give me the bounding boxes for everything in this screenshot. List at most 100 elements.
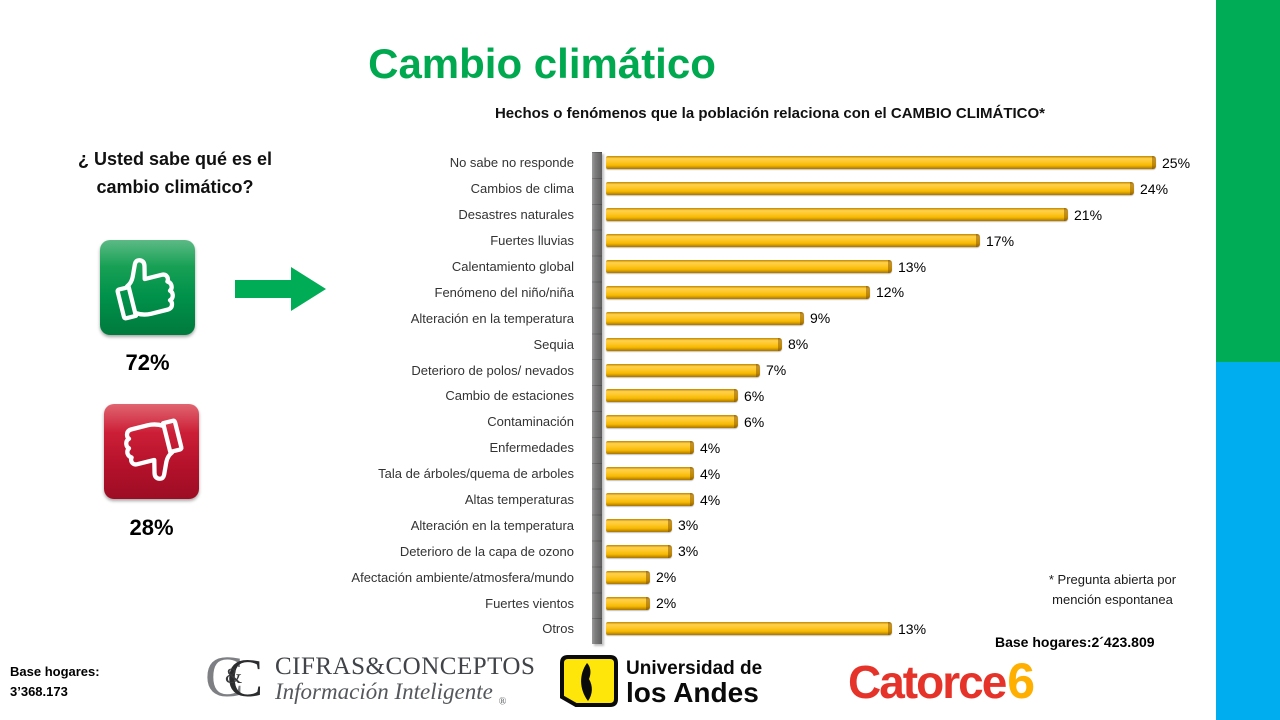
chart-bar-row: Altas temperaturas 4%: [320, 487, 1200, 513]
chart-bar-row: Fuertes lluvias 17%: [320, 228, 1200, 254]
bar: [606, 389, 738, 403]
cifras-logo-text: CIFRAS&CONCEPTOS Información Inteligente…: [275, 654, 535, 708]
cifras-tagline: Información Inteligente ®: [275, 679, 535, 708]
category-label: Desastres naturales: [458, 207, 574, 223]
bar: [606, 234, 980, 248]
bar: [606, 544, 672, 558]
category-label: Calentamiento global: [451, 259, 574, 274]
value-label: 6%: [744, 387, 765, 404]
registered-mark: ®: [498, 696, 507, 708]
category-label: Alteración en la temperatura: [410, 517, 574, 533]
chart-bar-row: Cambios de clima 24%: [320, 176, 1200, 202]
chart-bar-row: Calentamiento global 13%: [320, 254, 1200, 280]
bar-chart: No sabe no responde 25% Cambios de clima 24…: [320, 150, 1200, 646]
chart-bar-row: Otros 13%: [320, 616, 1200, 642]
chart-plot: No sabe no responde 25% Cambios de clima 24…: [320, 150, 1200, 642]
value-label: 9%: [810, 310, 831, 327]
bar: [606, 467, 694, 481]
cifras-tagline-text: Información Inteligente: [275, 679, 493, 705]
category-label: Alteración en la temperatura: [410, 310, 574, 326]
uniandes-line2: los Andes: [626, 676, 759, 708]
green-arrow-icon: [235, 266, 327, 317]
category-label: Deterioro de polos/ nevados: [411, 362, 574, 378]
question-text: ¿ Usted sabe qué es el cambio climático?: [77, 149, 273, 197]
cifras-monogram-icon: C C &: [205, 644, 267, 711]
category-label: Afectación ambiente/atmosfera/mundo: [351, 569, 574, 585]
category-label: Sequia: [533, 336, 574, 352]
monogram-c-gray: C: [205, 644, 244, 709]
category-label: Fuertes vientos: [485, 595, 574, 611]
monogram-ampersand: &: [225, 663, 243, 688]
category-label: No sabe no responde: [449, 155, 574, 171]
uniandes-logo: Universidad de los Andes: [560, 652, 835, 714]
base-hogares-right: Base hogares:2´423.809: [995, 634, 1155, 650]
value-label: 17%: [986, 232, 1015, 249]
value-label: 12%: [876, 284, 905, 301]
value-label: 4%: [700, 465, 721, 482]
bar: [606, 311, 804, 325]
edge-bar-green: [1216, 0, 1280, 362]
chart-bar-row: Sequia 8%: [320, 331, 1200, 357]
page-title: Cambio climático: [368, 40, 716, 87]
category-label: Cambios de clima: [470, 181, 574, 197]
value-label: 2%: [656, 595, 677, 612]
catorce-word: Catorce: [848, 656, 1007, 708]
category-label: Tala de árboles/quema de arboles: [378, 466, 574, 482]
thumbs-up-icon: [100, 240, 195, 335]
base-hogares-left: Base hogares: 3’368.173: [10, 664, 100, 699]
open-question-footnote: * Pregunta abierta por mención espontane…: [1048, 572, 1177, 607]
value-label: 21%: [1074, 206, 1103, 223]
bar: [606, 596, 650, 610]
value-label: 7%: [766, 362, 787, 379]
chart-bar-row: Alteración en la temperatura 9%: [320, 305, 1200, 331]
category-label: Altas temperaturas: [464, 492, 574, 508]
thumbs-down-icon: [104, 404, 199, 499]
uniandes-line1: Universidad de: [626, 658, 763, 680]
bar: [606, 337, 782, 351]
value-label: 13%: [898, 258, 927, 275]
chart-bar-row: No sabe no responde 25%: [320, 150, 1200, 176]
edge-bar-blue: [1216, 362, 1280, 720]
cifras-name: CIFRAS&CONCEPTOS: [275, 653, 536, 681]
chart-bar-row: Desastres naturales 21%: [320, 202, 1200, 228]
value-label: 24%: [1140, 180, 1169, 197]
category-label: Fuertes lluvias: [490, 233, 574, 249]
category-label: Contaminación: [487, 414, 574, 430]
chart-bar-row: Afectación ambiente/atmosfera/mundo 2%: [320, 564, 1200, 590]
bar: [606, 415, 738, 429]
chart-bar-row: Enfermedades 4%: [320, 435, 1200, 461]
uniandes-shield-icon: [560, 655, 618, 707]
bar: [606, 570, 650, 584]
bar: [606, 285, 870, 299]
value-label: 4%: [700, 439, 721, 456]
value-label: 3%: [678, 517, 699, 534]
bar: [606, 363, 760, 377]
value-label: 13%: [898, 620, 927, 637]
chart-bar-row: Alteración en la temperatura 3%: [320, 512, 1200, 538]
uniandes-logo-text: Universidad de los Andes: [626, 659, 762, 707]
chart-bar-row: Tala de árboles/quema de arboles 4%: [320, 461, 1200, 487]
bar: [606, 260, 892, 273]
cifras-conceptos-logo: C C & CIFRAS&CONCEPTOS Información Intel…: [205, 644, 545, 712]
chart-bar-row: Fenómeno del niño/niña 12%: [320, 279, 1200, 305]
catorce-number: 6: [1007, 653, 1036, 709]
bar: [606, 622, 892, 636]
category-label: Cambio de estaciones: [445, 388, 574, 404]
value-label: 8%: [788, 336, 809, 353]
arrow-glyph: [235, 267, 326, 311]
value-label: 2%: [656, 569, 677, 586]
category-label: Otros: [542, 621, 574, 637]
bar: [606, 156, 1156, 170]
bar: [606, 493, 694, 507]
category-label: Deterioro de la capa de ozono: [399, 543, 574, 559]
yes-percentage: 72%: [125, 350, 170, 375]
chart-bar-row: Deterioro de polos/ nevados 7%: [320, 357, 1200, 383]
category-label: Enfermedades: [489, 440, 574, 456]
chart-bar-row: Contaminación 6%: [320, 409, 1200, 435]
bar: [606, 182, 1134, 196]
chart-title: Hechos o fenómenos que la población rela…: [494, 105, 1046, 122]
value-label: 3%: [678, 543, 699, 560]
thumbs-up-glyph: [115, 258, 175, 321]
value-label: 25%: [1162, 154, 1191, 171]
